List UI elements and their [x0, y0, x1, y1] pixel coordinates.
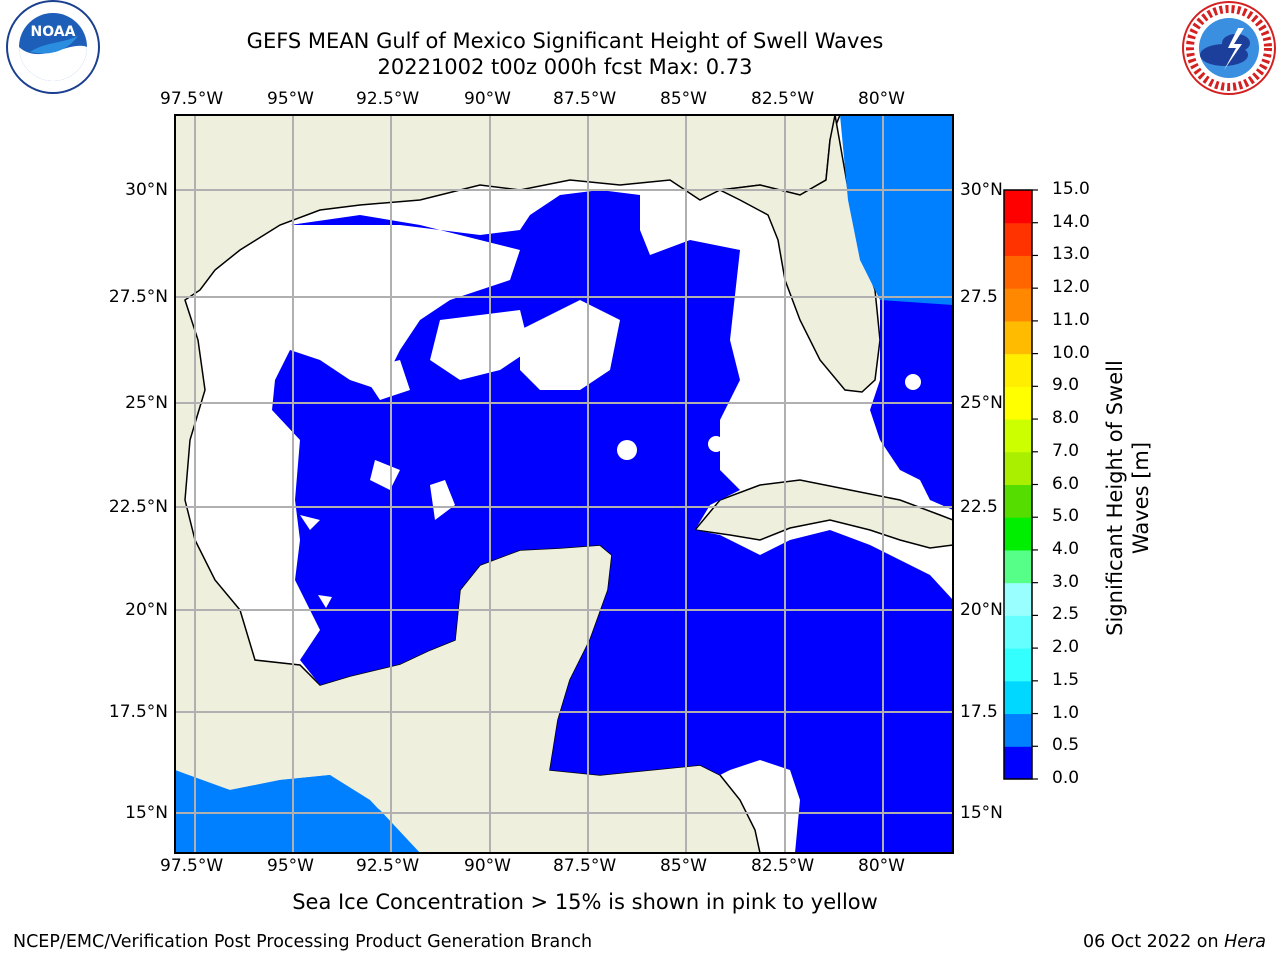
colorbar-tick-label: 12.0 [1052, 277, 1090, 298]
colorbar-segment [1004, 549, 1032, 584]
colorbar [1003, 189, 1038, 780]
colorbar-tick-label: 10.0 [1052, 342, 1090, 363]
colorbar-tick-label: 6.0 [1052, 473, 1080, 494]
lon-tick: 90°W [464, 89, 511, 109]
colorbar-segment [1004, 353, 1032, 387]
nws-logo [1182, 1, 1276, 95]
lon-tick: 97.5°W [160, 89, 224, 109]
lat-tick: 22.5 [960, 497, 998, 517]
colorbar-segment [1004, 582, 1032, 616]
colorbar-tick-label: 1.0 [1052, 702, 1080, 723]
chart-title: GEFS MEAN Gulf of Mexico Significant Hei… [246, 29, 884, 53]
lat-tick: 27.5°N [108, 287, 168, 307]
colorbar-label-line1: Significant Height of Swell [1103, 360, 1127, 636]
lon-tick: 92.5°W [356, 856, 420, 876]
lat-tick: 17.5 [960, 702, 998, 722]
lon-tick: 92.5°W [356, 89, 420, 109]
colorbar-segment [1004, 517, 1032, 551]
lon-tick: 80°W [858, 89, 905, 109]
noaa-logo: NOAA [6, 0, 100, 94]
colorbar-tick-label: 2.0 [1052, 637, 1080, 658]
colorbar-tick-label: 8.0 [1052, 408, 1080, 429]
lat-tick: 20°N [125, 600, 168, 620]
land-florida [717, 115, 881, 393]
colorbar-tick-label: 9.0 [1052, 375, 1080, 396]
swell-field [175, 115, 953, 853]
land-cuba [693, 479, 953, 549]
map-border [174, 114, 954, 854]
colorbar-segment [1004, 680, 1032, 715]
colorbar-segment [1004, 648, 1032, 682]
colorbar-tick-label: 5.0 [1052, 506, 1080, 527]
colorbar-tick-label: 3.0 [1052, 571, 1080, 592]
lon-tick: 82.5°W [751, 89, 815, 109]
lon-tick: 82.5°W [751, 856, 815, 876]
lat-tick: 20°N [960, 600, 1003, 620]
colorbar-label-line2: Waves [m] [1129, 441, 1153, 555]
colorbar-segment [1004, 288, 1032, 322]
colorbar-segment [1004, 615, 1032, 649]
colorbar-segment [1004, 320, 1032, 355]
lon-tick: 97.5°W [160, 856, 224, 876]
colorbar-tick-label: 14.0 [1052, 211, 1090, 232]
colorbar-tick-label: 13.0 [1052, 244, 1090, 265]
colorbar-tick-label: 11.0 [1052, 309, 1090, 330]
noaa-logo-text: NOAA [31, 24, 76, 40]
footer-date-text: 06 Oct 2022 on [1083, 932, 1225, 952]
colorbar-segment [1004, 451, 1032, 485]
footer-date: 06 Oct 2022 on Hera [1083, 932, 1266, 952]
lat-tick: 17.5°N [108, 702, 168, 722]
colorbar-tick-label: 15.0 [1052, 179, 1090, 199]
footer-host: Hera [1224, 932, 1266, 952]
sea-ice-note: Sea Ice Concentration > 15% is shown in … [292, 890, 878, 914]
colorbar-tick-label: 1.5 [1052, 669, 1080, 690]
colorbar-segment [1004, 484, 1032, 518]
lat-tick: 27.5 [960, 287, 998, 307]
lat-tick: 30°N [960, 180, 1003, 200]
lat-tick: 25°N [960, 393, 1003, 413]
lat-tick: 30°N [125, 180, 168, 200]
lon-tick: 85°W [660, 89, 707, 109]
colorbar-tick-label: 7.0 [1052, 440, 1080, 461]
footer-credit: NCEP/EMC/Verification Post Processing Pr… [13, 932, 593, 952]
lon-tick: 90°W [464, 856, 511, 876]
map-area [174, 114, 954, 854]
lon-tick: 95°W [267, 856, 314, 876]
lat-tick: 15°N [125, 803, 168, 823]
lon-tick: 87.5°W [553, 89, 617, 109]
colorbar-segment [1004, 255, 1032, 289]
chart-subtitle: 20221002 t00z 000h fcst Max: 0.73 [377, 55, 753, 79]
lat-tick: 15°N [960, 803, 1003, 823]
colorbar-tick-label: 0.0 [1052, 768, 1080, 788]
colorbar-segment [1004, 713, 1032, 747]
colorbar-tick-label: 4.0 [1052, 538, 1080, 559]
colorbar-segment [1004, 222, 1032, 256]
lat-tick: 25°N [125, 393, 168, 413]
colorbar-segment [1004, 746, 1032, 780]
colorbar-segment [1004, 419, 1032, 453]
lon-tick: 87.5°W [553, 856, 617, 876]
lon-tick: 80°W [858, 856, 905, 876]
colorbar-tick-label: 2.5 [1052, 604, 1080, 625]
lat-tick: 22.5°N [108, 497, 168, 517]
colorbar-label: Significant Height of Swell Waves [m] [1102, 328, 1154, 668]
colorbar-segment [1004, 386, 1032, 420]
colorbar-segment [1004, 190, 1032, 224]
lon-tick: 85°W [660, 856, 707, 876]
gridlines [175, 115, 953, 853]
colorbar-tick-label: 0.5 [1052, 735, 1080, 756]
lon-tick: 95°W [267, 89, 314, 109]
